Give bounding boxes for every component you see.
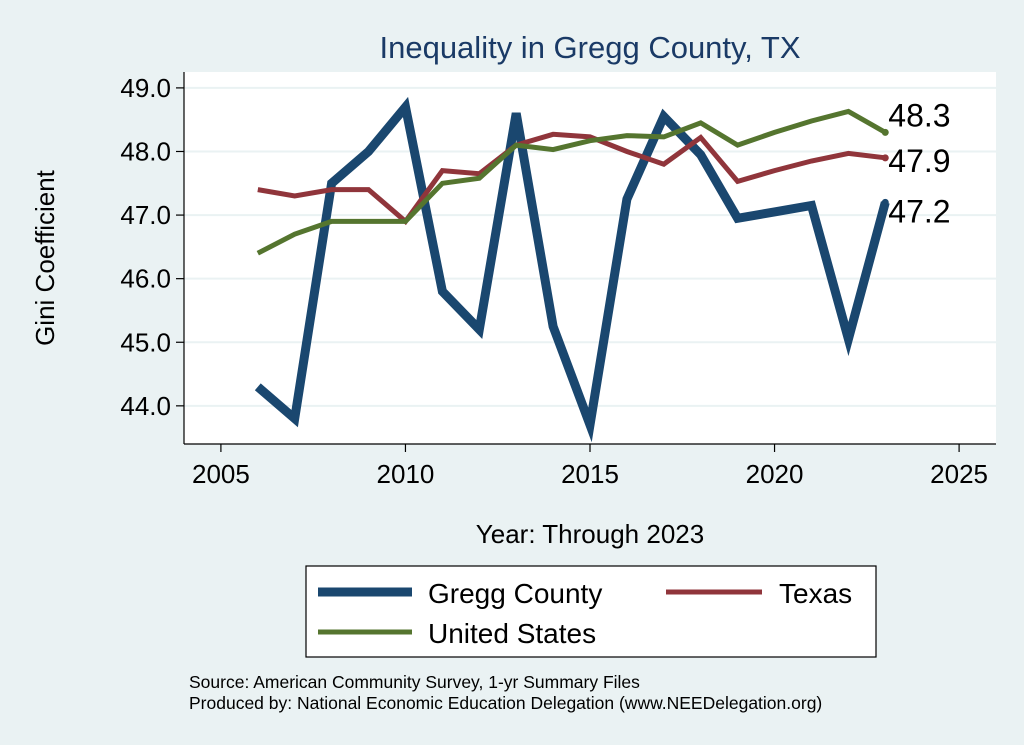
end-label-gregg-county: 47.2 [888,193,950,229]
x-tick-label: 2025 [930,459,988,489]
y-tick-label: 45.0 [120,327,171,357]
x-tick-label: 2020 [746,459,804,489]
series-line-united-states [256,108,887,256]
legend-label-united-states: United States [428,618,596,649]
series-end-point-gregg-county [881,198,889,206]
legend-box [305,565,877,658]
series-layer [254,96,890,443]
legend: Gregg County Texas United States [305,565,877,658]
x-tick-label: 2005 [192,459,250,489]
x-axis-title: Year: Through 2023 [476,519,704,549]
series-line-gregg-county [254,96,890,443]
source-note: Source: American Community Survey, 1-yr … [189,672,640,692]
producer-note: Produced by: National Economic Education… [189,693,822,713]
series-end-point-united-states [881,128,889,136]
legend-label-texas: Texas [779,578,852,609]
series-line-texas [257,131,886,226]
y-tick-label: 44.0 [120,391,171,421]
x-tick-label: 2010 [377,459,435,489]
x-axis-ticks: 2005 2010 2015 2020 2025 [192,444,988,489]
y-axis-ticks: 44.0 45.0 46.0 47.0 48.0 49.0 [120,73,184,421]
y-tick-label: 47.0 [120,200,171,230]
end-label-texas: 47.9 [888,143,950,179]
x-tick-label: 2015 [561,459,619,489]
y-tick-label: 49.0 [120,73,171,103]
y-tick-label: 48.0 [120,136,171,166]
y-axis-title: Gini Coefficient [30,169,60,346]
series-end-point-texas [881,154,889,162]
chart-title: Inequality in Gregg County, TX [379,30,800,65]
legend-label-gregg-county: Gregg County [428,578,602,609]
end-label-united-states: 48.3 [888,97,950,133]
y-tick-label: 46.0 [120,264,171,294]
end-labels: 47.2 47.9 48.3 [888,97,950,229]
